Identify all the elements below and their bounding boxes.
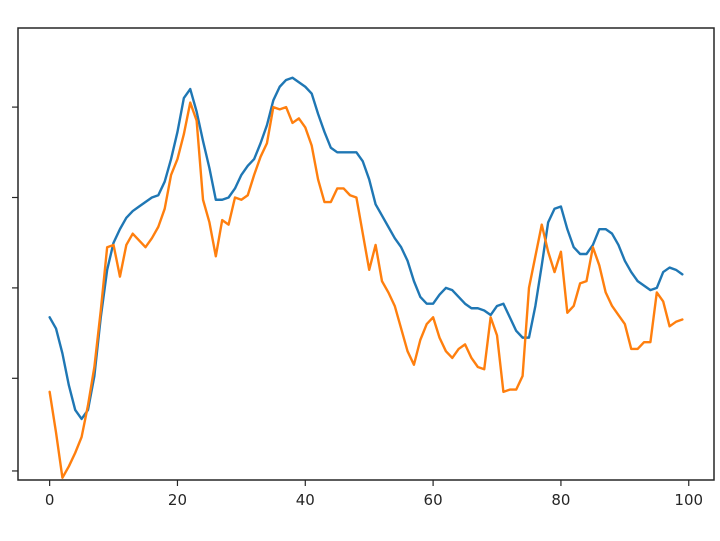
x-tick-label: 40 bbox=[296, 491, 315, 509]
y-axis bbox=[12, 106, 18, 472]
series-line-2 bbox=[48, 101, 684, 479]
x-tick-label: 100 bbox=[674, 491, 703, 509]
x-tick-label: 80 bbox=[551, 491, 570, 509]
series-layer bbox=[48, 76, 684, 479]
x-tick-label: 20 bbox=[168, 491, 187, 509]
series-line-1 bbox=[48, 76, 684, 421]
x-tick-label: 0 bbox=[45, 491, 55, 509]
x-axis: 0 20 40 60 80 100 bbox=[45, 480, 703, 509]
x-tick-label: 60 bbox=[424, 491, 443, 509]
